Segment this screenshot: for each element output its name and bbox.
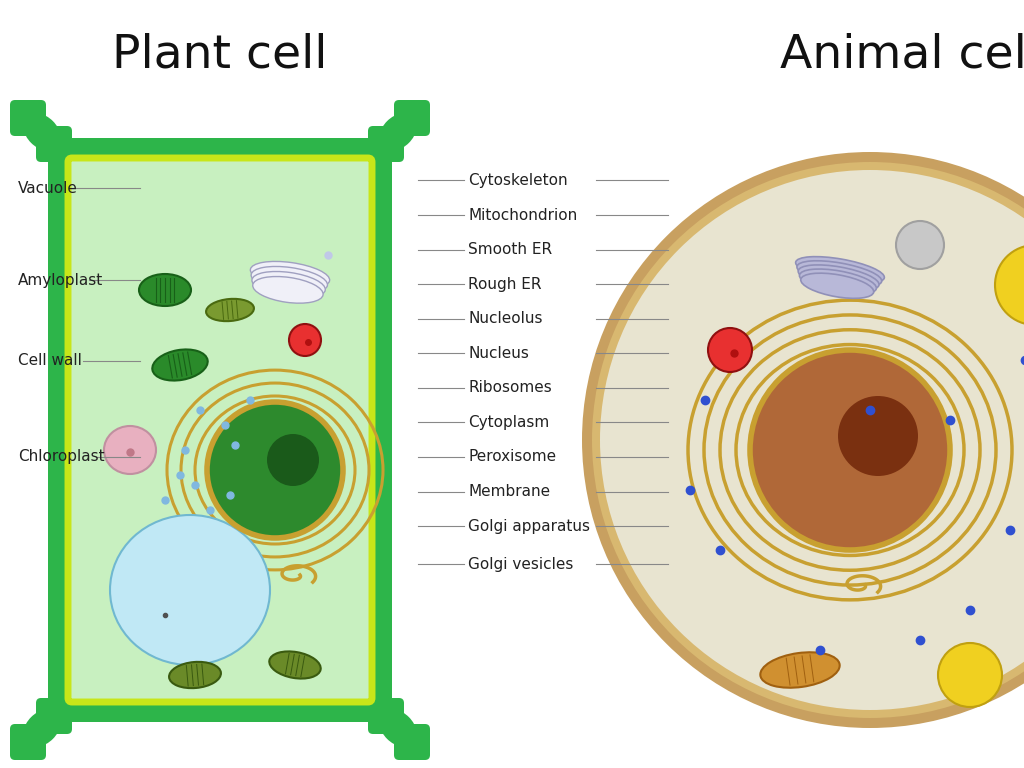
Text: Golgi apparatus: Golgi apparatus	[468, 518, 590, 534]
Text: Nucleus: Nucleus	[468, 346, 528, 361]
FancyBboxPatch shape	[394, 100, 430, 136]
Ellipse shape	[250, 261, 330, 289]
FancyBboxPatch shape	[368, 698, 404, 734]
Ellipse shape	[139, 274, 191, 306]
Circle shape	[995, 245, 1024, 325]
FancyBboxPatch shape	[36, 126, 72, 162]
Text: Plant cell: Plant cell	[113, 32, 328, 78]
Circle shape	[289, 324, 321, 356]
Ellipse shape	[796, 257, 885, 283]
Ellipse shape	[798, 265, 879, 291]
Ellipse shape	[104, 426, 156, 474]
FancyBboxPatch shape	[48, 138, 392, 722]
Text: Rough ER: Rough ER	[468, 276, 542, 292]
Ellipse shape	[206, 299, 254, 321]
Ellipse shape	[760, 652, 840, 687]
Circle shape	[938, 643, 1002, 707]
Ellipse shape	[800, 269, 877, 295]
Ellipse shape	[379, 709, 417, 747]
Text: Chloroplast: Chloroplast	[18, 449, 104, 465]
Text: Amyloplast: Amyloplast	[18, 273, 103, 288]
Ellipse shape	[801, 273, 873, 298]
Text: Cytoskeleton: Cytoskeleton	[468, 173, 567, 188]
Ellipse shape	[797, 261, 882, 287]
Ellipse shape	[23, 113, 61, 151]
Circle shape	[267, 434, 319, 486]
Text: Cytoplasm: Cytoplasm	[468, 415, 549, 430]
FancyBboxPatch shape	[36, 698, 72, 734]
Text: Mitochondrion: Mitochondrion	[468, 207, 578, 223]
FancyBboxPatch shape	[368, 126, 404, 162]
Circle shape	[592, 162, 1024, 718]
Circle shape	[600, 170, 1024, 710]
FancyBboxPatch shape	[48, 138, 392, 722]
Text: Ribosomes: Ribosomes	[468, 380, 552, 396]
Text: Vacuole: Vacuole	[18, 180, 78, 196]
Text: Smooth ER: Smooth ER	[468, 242, 552, 257]
Text: Nucleolus: Nucleolus	[468, 311, 543, 326]
Ellipse shape	[110, 515, 270, 665]
Circle shape	[582, 152, 1024, 728]
Ellipse shape	[153, 349, 208, 381]
Ellipse shape	[252, 272, 326, 298]
Circle shape	[896, 221, 944, 269]
FancyBboxPatch shape	[10, 724, 46, 760]
Text: Peroxisome: Peroxisome	[468, 449, 556, 465]
Ellipse shape	[23, 709, 61, 747]
FancyBboxPatch shape	[55, 145, 83, 173]
FancyBboxPatch shape	[394, 724, 430, 760]
Text: Animal cell: Animal cell	[780, 32, 1024, 78]
Circle shape	[750, 350, 950, 550]
Ellipse shape	[269, 651, 321, 679]
Text: Membrane: Membrane	[468, 484, 550, 499]
Circle shape	[838, 396, 918, 476]
FancyBboxPatch shape	[10, 100, 46, 136]
Ellipse shape	[251, 266, 328, 293]
Text: Cell wall: Cell wall	[18, 353, 82, 369]
Circle shape	[207, 402, 343, 538]
Text: Golgi vesicles: Golgi vesicles	[468, 557, 573, 572]
FancyBboxPatch shape	[68, 158, 372, 702]
Ellipse shape	[379, 113, 417, 151]
Ellipse shape	[169, 662, 221, 688]
Ellipse shape	[253, 276, 324, 303]
Circle shape	[708, 328, 752, 372]
